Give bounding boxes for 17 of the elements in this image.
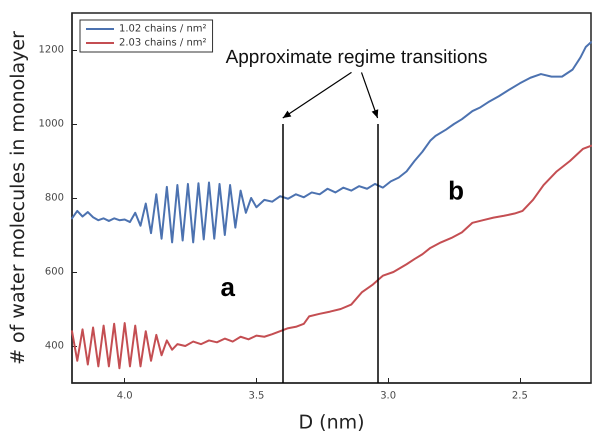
line-series [71,144,592,370]
x-tick-label: 2.5 [512,390,528,402]
x-tick-label: 4.0 [116,390,133,402]
annotation: Approximate regime transitions [226,46,488,68]
x-axis-title: D (nm) [298,412,365,434]
y-tick-label: 1000 [38,118,64,130]
y-tick-label: 800 [44,192,64,204]
y-tick-label: 600 [44,266,64,278]
annotation: b [448,176,464,206]
y-tick-label: 400 [44,340,64,352]
y-tick-label: 1200 [38,44,64,56]
x-tick-label: 3.5 [248,390,264,402]
x-tick-label: 3.0 [380,390,396,402]
legend-label: 1.02 chains / nm² [119,24,207,34]
annotation: a [220,272,236,302]
y-axis-title: # of water molecules in monolayer [7,30,30,365]
legend-label: 2.03 chains / nm² [119,38,207,48]
